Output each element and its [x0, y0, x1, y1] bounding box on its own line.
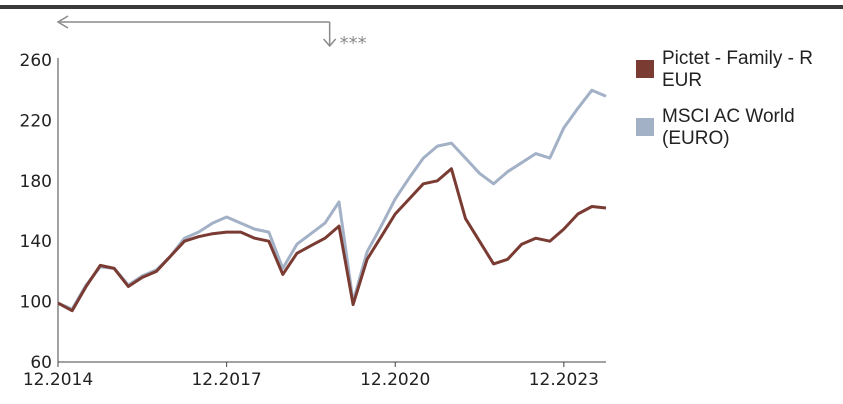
y-tick-label: 100	[20, 293, 52, 313]
legend-label-pictet: Pictet - Family - R EUR	[662, 48, 813, 91]
series-line-pictet	[57, 167, 607, 313]
x-tick-label: 12.2020	[360, 370, 430, 390]
annotation-arrow-down	[323, 38, 337, 48]
x-tick-label: 12.2014	[23, 370, 93, 390]
legend-swatch-pictet	[636, 60, 654, 78]
legend-item-msci: MSCI AC World (EURO)	[636, 106, 843, 150]
legend-swatch-msci	[636, 118, 654, 136]
y-tick-label: 220	[20, 111, 52, 131]
y-tick-label: 140	[20, 232, 52, 252]
series-line-msci	[57, 88, 607, 311]
legend: Pictet - Family - R EUR MSCI AC World (E…	[636, 48, 843, 164]
x-tick-label: 12.2017	[191, 370, 261, 390]
annotation-label: ***	[340, 33, 367, 54]
legend-label-msci: MSCI AC World (EURO)	[662, 106, 795, 149]
y-tick-label: 260	[20, 51, 52, 71]
y-tick-label: 180	[20, 172, 52, 192]
annotation-arrow-left	[56, 15, 69, 29]
top-rule	[0, 5, 843, 9]
legend-item-pictet: Pictet - Family - R EUR	[636, 48, 843, 92]
x-tick-label: 12.2023	[529, 370, 599, 390]
y-tick-label: 60	[30, 353, 52, 373]
